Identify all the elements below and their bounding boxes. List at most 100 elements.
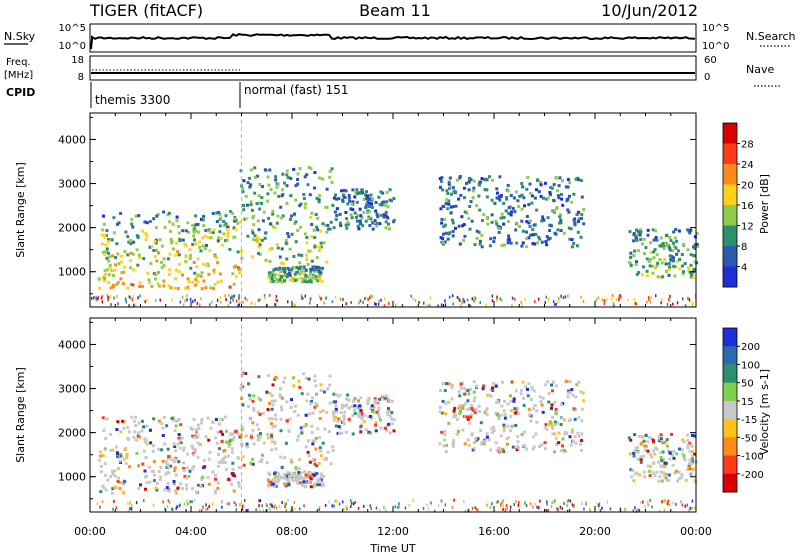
echo-cell [310,235,314,239]
echo-cell [204,286,208,290]
echo-cell [570,245,574,249]
ground-scatter-cell [554,302,556,306]
echo-cell [320,280,324,284]
echo-cell [439,207,443,211]
ground-scatter-cell [242,504,245,508]
echo-cell [443,438,447,442]
echo-cell [116,476,120,480]
echo-cell [318,479,322,483]
echo-cell [321,409,325,413]
freq-top-tick: 18 [71,55,84,66]
echo-cell [309,280,313,284]
echo-cell [499,413,503,417]
ground-scatter-cell [241,504,244,508]
echo-cell [184,260,188,264]
echo-cell [644,246,648,250]
ground-scatter-cell [363,504,365,508]
echo-cell [240,443,244,447]
echo-cell [297,472,301,476]
echo-cell [346,202,350,206]
ground-scatter-cell [601,506,603,510]
echo-cell [303,485,307,489]
echo-cell [278,278,282,282]
ground-scatter-cell [284,505,286,508]
ground-scatter-cell [285,502,287,506]
echo-cell [258,183,262,186]
echo-cell [271,271,275,275]
echo-cell [111,284,115,288]
echo-cell [671,249,675,253]
echo-cell [211,421,215,424]
echo-cell [256,410,260,414]
echo-cell [496,191,499,195]
ground-scatter-cell [637,508,639,511]
echo-cell [309,485,313,489]
echo-cell [484,409,488,413]
echo-cell [279,455,283,459]
echo-cell [216,481,220,485]
echo-cell [317,200,321,204]
ground-scatter-cell [612,302,615,306]
echo-cell [553,420,557,424]
echo-cell [663,241,667,245]
echo-cell [345,397,349,401]
echo-cell [102,222,106,226]
echo-cell [457,224,461,228]
echo-cell [307,275,311,279]
ground-scatter-cell [238,300,241,304]
echo-cell [324,205,328,209]
ground-scatter-cell [691,499,694,503]
ground-scatter-cell [107,296,109,300]
echo-cell [278,393,282,397]
echo-cell [556,228,560,232]
echo-cell [579,442,583,446]
panel-frame [89,112,697,308]
echo-cell [107,240,111,244]
ground-scatter-cell [624,508,627,512]
ground-scatter-cell [346,507,348,511]
echo-cell [170,239,174,243]
echo-cell [546,380,550,384]
echo-cell [582,222,586,226]
echo-cell [103,273,107,276]
echo-cell [570,200,574,204]
echo-cell [320,480,324,484]
echo-cell [148,465,151,469]
echo-cell [684,478,688,482]
echo-cell [565,431,569,435]
echo-cell [525,245,529,249]
echo-cell [353,404,357,408]
ground-scatter-cell [181,295,184,299]
echo-cell [663,258,667,262]
echo-cell [334,393,338,397]
echo-cell [312,228,316,232]
ground-scatter-cell [668,299,671,303]
echo-cell [200,271,204,275]
echo-cell [646,228,650,232]
echo-cell [110,491,114,495]
ground-scatter-cell [101,300,104,304]
echo-cell [160,244,164,248]
echo-cell [545,427,549,431]
echo-cell [232,282,236,286]
echo-cell [334,404,338,408]
ground-scatter-cell [398,504,401,508]
echo-cell [332,400,336,404]
echo-cell [541,215,545,219]
echo-cell [196,434,200,438]
echo-cell [180,487,184,491]
ground-scatter-cell [426,503,428,507]
echo-cell [256,219,260,223]
echo-cell [291,265,295,269]
echo-cell [362,211,366,214]
ground-scatter-cell [647,503,649,507]
echo-cell [317,249,321,252]
echo-cell [253,175,257,179]
echo-cell [440,430,444,434]
echo-cell [249,433,253,437]
echo-cell [274,417,278,421]
echo-cell [313,171,317,174]
echo-cell [159,465,163,469]
echo-cell [345,226,349,230]
